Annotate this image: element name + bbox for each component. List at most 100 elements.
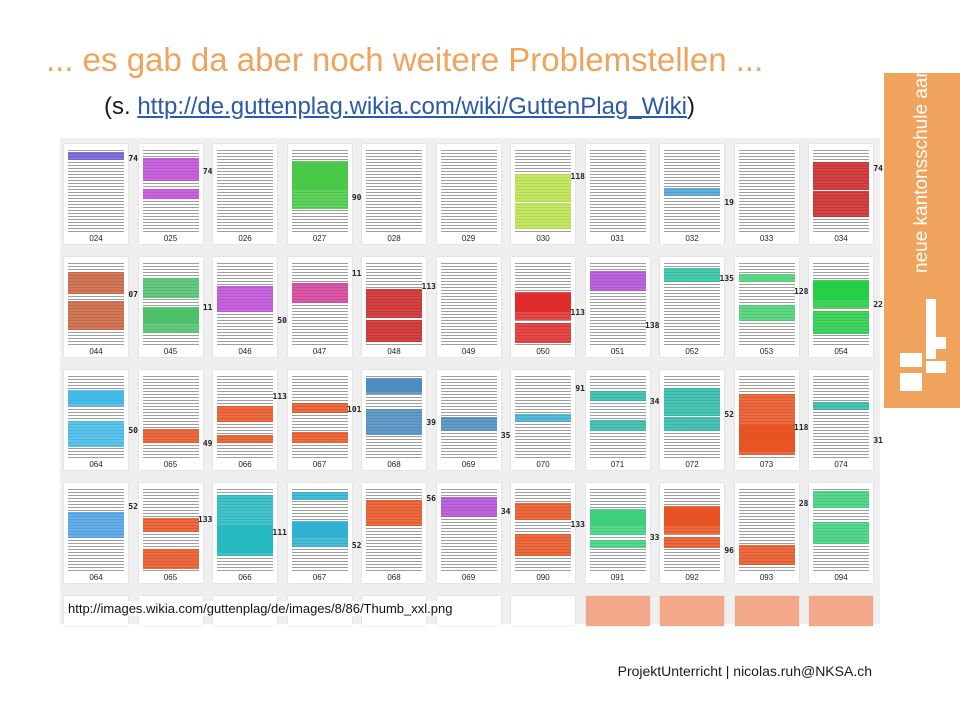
plagiarism-highlight xyxy=(515,503,571,520)
page-number: 027 xyxy=(312,234,327,243)
margin-tag: 135 xyxy=(719,274,734,283)
page-number: 073 xyxy=(759,460,774,469)
margin-tag: 31 xyxy=(873,436,883,445)
plagiarism-highlight xyxy=(664,388,720,416)
plagiarism-highlight xyxy=(68,301,124,330)
page-text-lines xyxy=(217,150,273,232)
page-number: 030 xyxy=(536,234,550,243)
page-number: 069 xyxy=(461,573,476,582)
page-thumbnail xyxy=(734,596,799,626)
page-text-lines xyxy=(68,150,124,232)
margin-tag: 56 xyxy=(426,494,436,503)
margin-tag: 113 xyxy=(272,392,287,401)
page-number: 094 xyxy=(834,573,848,582)
margin-tag: 52 xyxy=(351,541,362,550)
page-thumbnail: 74 034 xyxy=(809,144,883,244)
page-number: 091 xyxy=(610,573,625,582)
plagiarism-highlight xyxy=(738,305,795,321)
page-text-lines xyxy=(515,489,571,571)
page-number: 051 xyxy=(610,347,625,356)
plagiarism-highlight xyxy=(813,191,869,217)
margin-tag: 74 xyxy=(128,154,138,163)
page-thumbnail: 033 xyxy=(734,144,799,244)
page-thumbnail: 101 067 xyxy=(287,370,362,470)
margin-tag: 19 xyxy=(724,198,734,207)
margin-tag: 128 xyxy=(794,287,809,296)
page-thumbnail xyxy=(660,596,724,626)
page-thumbnail: 028 xyxy=(362,144,426,244)
page-thumbnail: 113 066 xyxy=(213,370,287,470)
page-number: 093 xyxy=(759,573,774,582)
guttenplag-link[interactable]: http://de.guttenplag.wikia.com/wiki/Gutt… xyxy=(137,93,687,120)
plagiarism-highlight xyxy=(142,429,199,443)
margin-tag: 91 xyxy=(575,384,585,393)
page-number: 050 xyxy=(536,347,550,356)
page-number: 031 xyxy=(610,234,625,243)
margin-tag: 50 xyxy=(277,316,287,325)
page-thumbnail: 28 093 xyxy=(734,483,809,583)
margin-tag: 52 xyxy=(724,410,734,419)
slide-title: ... es gab da aber noch weitere Problems… xyxy=(46,41,764,78)
plagiarism-highlight xyxy=(738,274,795,282)
plagiarism-highlight xyxy=(515,414,571,422)
page-thumbnail: 50 064 xyxy=(64,370,138,470)
plagiarism-highlight xyxy=(291,161,348,189)
margin-tag: 28 xyxy=(798,499,809,508)
page-thumbnail: 031 xyxy=(585,144,650,244)
page-thumbnail: 31 074 xyxy=(809,370,883,470)
plagiarism-highlight xyxy=(738,394,795,423)
page-number: 049 xyxy=(461,347,476,356)
page-number: 054 xyxy=(834,347,848,356)
margin-tag: 113 xyxy=(421,282,436,291)
page-number: 074 xyxy=(834,460,848,469)
plagiarism-highlight xyxy=(515,534,571,556)
plagiarism-highlight xyxy=(589,271,646,291)
plagiarism-highlight xyxy=(291,283,348,303)
margin-tag: 35 xyxy=(500,431,511,440)
page-thumbnail: 133 090 xyxy=(511,483,585,583)
page-thumbnail xyxy=(585,596,650,626)
plagiarism-thumbnail-grid: 74 024 74 025 026 90 027 028 029 118 030 031 19 032 03… xyxy=(60,138,883,626)
page-thumbnail: 111 066 xyxy=(213,483,287,583)
page-thumbnail: 138 051 xyxy=(585,257,660,357)
plagiarism-highlight xyxy=(217,406,273,422)
plagiarism-highlight xyxy=(291,432,348,443)
margin-tag: 34 xyxy=(500,507,511,516)
plagiarism-highlight xyxy=(813,280,869,308)
page-thumbnail: 91 070 xyxy=(511,370,585,470)
page-number: 092 xyxy=(685,573,699,582)
page-number: 071 xyxy=(610,460,625,469)
plagiarism-highlight xyxy=(813,311,869,334)
plagiarism-highlight xyxy=(68,512,124,538)
plagiarism-highlight xyxy=(589,420,646,431)
page-text-lines xyxy=(589,150,646,232)
page-number: 026 xyxy=(238,234,252,243)
page-number: 068 xyxy=(387,460,401,469)
page-number: 045 xyxy=(163,347,178,356)
plagiarism-highlight xyxy=(366,378,422,394)
plagiarism-highlight xyxy=(813,522,869,544)
reference-prefix: (s. xyxy=(104,93,138,120)
plagiarism-highlight xyxy=(515,292,571,320)
plagiarism-highlight xyxy=(664,506,720,534)
margin-tag: 11 xyxy=(351,269,362,278)
page-thumbnail: 118 030 xyxy=(511,144,585,244)
plagiarism-highlight xyxy=(366,289,422,318)
page-number: 028 xyxy=(387,234,401,243)
margin-tag: 22 xyxy=(873,300,883,309)
page-thumbnail: 96 092 xyxy=(660,483,734,583)
plagiarism-highlight xyxy=(291,492,348,500)
page-text-lines xyxy=(440,263,497,345)
page-number: 034 xyxy=(834,234,848,243)
page-number: 048 xyxy=(387,347,401,356)
page-thumbnail: 49 065 xyxy=(138,370,213,470)
reference-line: (s. http://de.guttenplag.wikia.com/wiki/… xyxy=(104,92,695,122)
image-source-caption: http://images.wikia.com/guttenplag/de/im… xyxy=(66,601,455,616)
page-number: 044 xyxy=(89,347,103,356)
page-thumbnail: 11 045 xyxy=(138,257,213,357)
margin-tag: 07 xyxy=(128,290,138,299)
page-thumbnail: 19 032 xyxy=(660,144,734,244)
page-thumbnail: 34 069 xyxy=(436,483,511,583)
page-text-lines xyxy=(738,150,795,232)
margin-tag: 90 xyxy=(351,193,362,202)
